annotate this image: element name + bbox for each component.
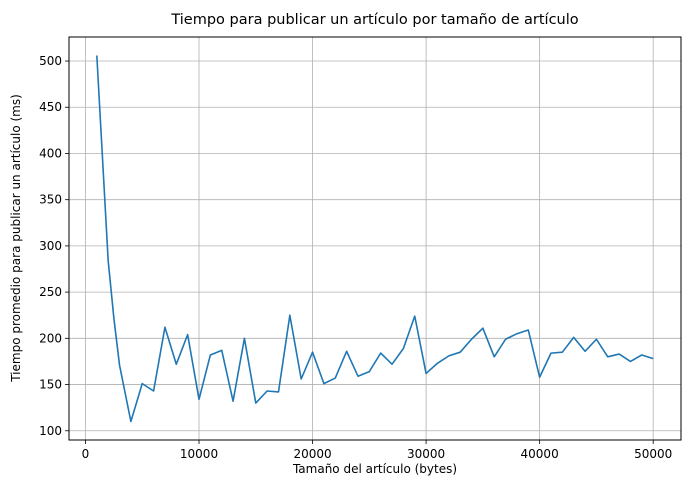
y-tick-label: 400 <box>39 146 62 160</box>
chart-title: Tiempo para publicar un artículo por tam… <box>170 12 578 28</box>
x-tick-label: 30000 <box>407 447 445 461</box>
y-tick-label: 350 <box>39 193 62 207</box>
x-tick-label: 0 <box>82 447 90 461</box>
x-tick-label: 40000 <box>521 447 559 461</box>
x-axis-label: Tamaño del artículo (bytes) <box>292 462 457 476</box>
y-tick-label: 450 <box>39 100 62 114</box>
y-axis-label: Tiempo promedio para publicar un artícul… <box>9 94 23 383</box>
y-tick-label: 200 <box>39 331 62 345</box>
x-tick-label: 50000 <box>634 447 672 461</box>
x-tick-label: 10000 <box>180 447 218 461</box>
y-tick-label: 150 <box>39 378 62 392</box>
y-tick-label: 100 <box>39 424 62 438</box>
series-layer <box>96 55 654 423</box>
series-line <box>96 55 654 423</box>
plot-area-frame <box>68 36 682 441</box>
grid-lines <box>69 37 681 440</box>
y-tick-label: 250 <box>39 285 62 299</box>
x-tick-label: 20000 <box>293 447 331 461</box>
y-tick-label: 300 <box>39 239 62 253</box>
axis-ticks: 0 10000 20000 30000 40000 50000 100 150 200 250 30… <box>39 54 672 461</box>
y-tick-label: 500 <box>39 54 62 68</box>
